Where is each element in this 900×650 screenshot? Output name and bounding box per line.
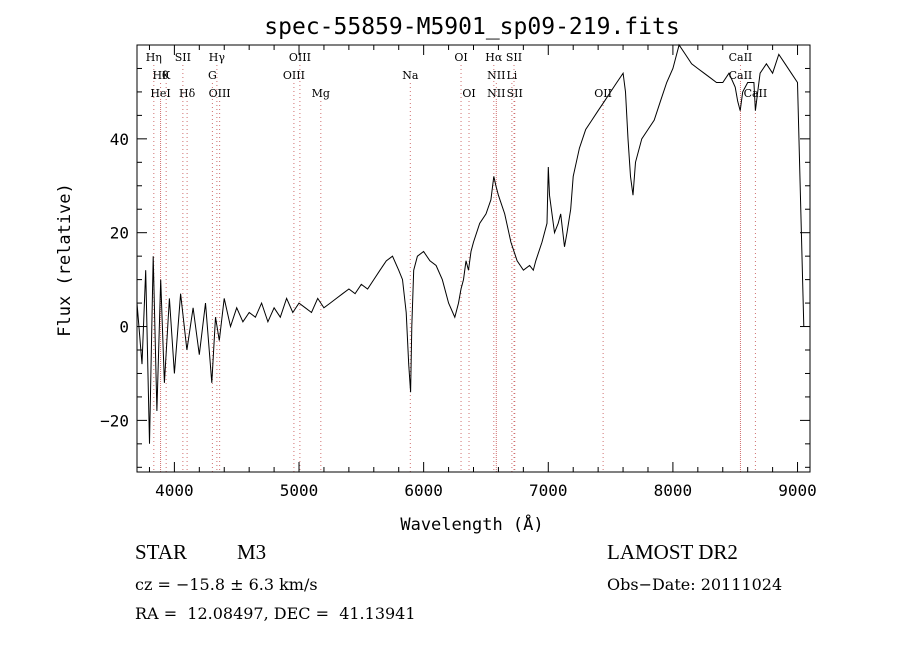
line-marker-label: OI xyxy=(462,87,475,100)
object-type: STAR xyxy=(135,540,187,564)
line-marker-label: OIII xyxy=(289,51,311,64)
line-marker-label: CaII xyxy=(744,87,768,100)
x-tick-label: 4000 xyxy=(155,481,194,500)
object-subclass: M3 xyxy=(237,540,267,564)
line-marker-label: Hθ xyxy=(152,69,169,82)
chart-title: spec-55859-M5901_sp09-219.fits xyxy=(264,14,679,40)
axes: 4000 5000 6000 7000 8000 9000 −20 0 20 40 xyxy=(100,44,817,500)
line-marker-label: SII xyxy=(175,51,191,64)
line-marker-label: CaII xyxy=(729,51,753,64)
line-marker-label: Na xyxy=(402,69,419,82)
line-marker-label: G xyxy=(208,69,217,82)
x-tick-label: 5000 xyxy=(280,481,319,500)
y-tick-label: 0 xyxy=(119,318,129,337)
x-tick-label: 8000 xyxy=(654,481,693,500)
y-tick-label: −20 xyxy=(100,411,129,430)
line-marker-label: HeI xyxy=(150,87,170,100)
line-marker-label: K xyxy=(162,69,171,82)
line-marker-label: NII xyxy=(487,87,505,100)
observation-date: Obs−Date: 20111024 xyxy=(607,575,783,594)
series-group xyxy=(136,43,805,444)
line-marker-label: SII xyxy=(506,51,522,64)
line-marker-label: SII xyxy=(507,87,523,100)
line-marker-label: Hδ xyxy=(179,87,196,100)
plot-frame xyxy=(136,44,811,473)
line-marker-label: Hα xyxy=(485,51,503,64)
spectrum-line xyxy=(136,43,805,444)
line-marker-label: OIII xyxy=(209,87,231,100)
line-marker-label: Hη xyxy=(146,51,162,64)
x-tick-label: 7000 xyxy=(529,481,568,500)
survey-name: LAMOST DR2 xyxy=(607,540,738,564)
x-axis-label: Wavelength (Å) xyxy=(400,513,543,535)
line-marker-label: CaII xyxy=(729,69,753,82)
line-marker-label: NII xyxy=(487,69,505,82)
line-marker-label: Mg xyxy=(312,87,330,100)
x-tick-label: 6000 xyxy=(404,481,443,500)
line-marker-label: OI xyxy=(454,51,467,64)
y-tick-label: 20 xyxy=(110,224,129,243)
x-tick-label: 9000 xyxy=(778,481,817,500)
line-marker-label: Li xyxy=(506,69,517,82)
coordinates: RA = 12.08497, DEC = 41.13941 xyxy=(135,604,416,623)
y-tick-label: 40 xyxy=(110,130,129,149)
line-marker-label: OIII xyxy=(283,69,305,82)
y-axis-label: Flux (relative) xyxy=(55,183,75,337)
line-marker-label: Hγ xyxy=(209,51,226,64)
redshift-velocity: cz = −15.8 ± 6.3 km/s xyxy=(135,575,318,594)
